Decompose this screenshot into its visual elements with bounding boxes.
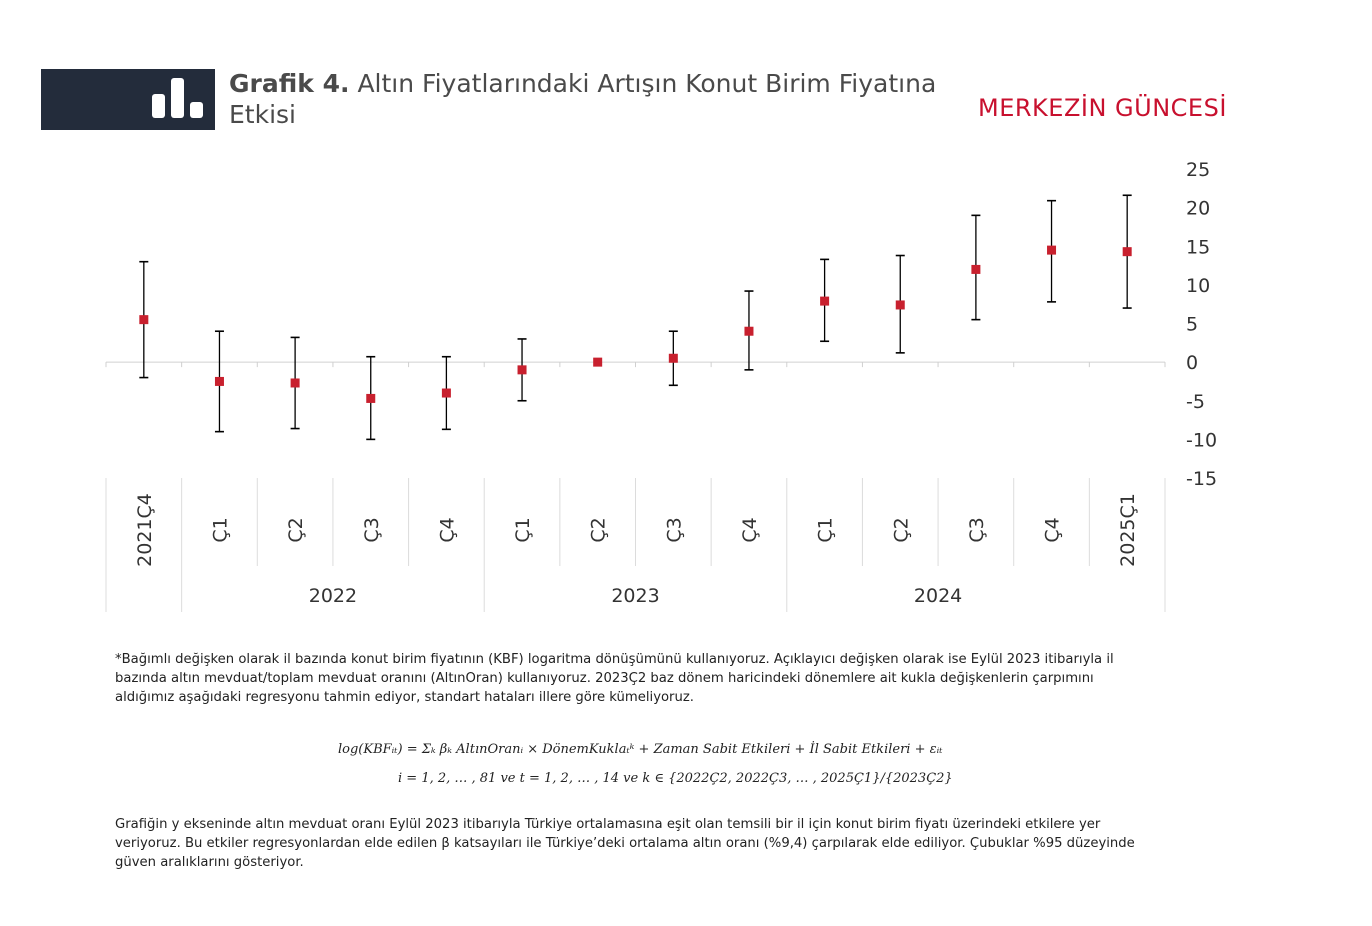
data-point — [820, 296, 830, 306]
x-tick-label: Ç1 — [815, 517, 837, 542]
x-tick-label: 2021Ç4 — [134, 493, 156, 567]
x-tick-label: Ç1 — [512, 517, 534, 542]
header-box — [41, 69, 215, 130]
x-tick-label: Ç2 — [890, 517, 912, 542]
y-tick-label: 20 — [1186, 198, 1210, 220]
data-point — [744, 326, 754, 336]
chart: 25 20 15 10 5 0 -5 -10 -15 2021Ç4 Ç1 Ç2 Ç3 Ç4 Ç1 Ç2 Ç3 Ç4… — [105, 159, 1217, 612]
y-tick-label: 15 — [1186, 236, 1210, 258]
y-tick-label: 0 — [1186, 352, 1198, 374]
title-bold: Grafik 4. — [229, 69, 350, 98]
data-point — [668, 353, 678, 363]
data-point — [517, 365, 527, 375]
y-tick-label: 25 — [1186, 159, 1210, 181]
y-tick-label: -5 — [1186, 391, 1205, 413]
x-tick-label: Ç3 — [663, 517, 685, 542]
chart-title: Grafik 4. Altın Fiyatlarındaki Artışın K… — [229, 68, 949, 130]
title-line2: Etkisi — [229, 100, 296, 129]
y-tick-label: 5 — [1186, 314, 1198, 336]
brand-logo-text: MERKEZİN GÜNCESİ — [978, 94, 1227, 122]
data-point — [971, 264, 981, 274]
data-point — [441, 388, 451, 398]
x-tick-label: Ç4 — [1042, 517, 1064, 542]
note-line: güven aralıklarını gösteriyor. — [115, 855, 304, 870]
data-point — [139, 315, 149, 325]
title-line1: Altın Fiyatlarındaki Artışın Konut Birim… — [357, 69, 937, 98]
y-tick-label: -15 — [1186, 468, 1217, 490]
data-point — [895, 300, 905, 310]
x-tick-label: Ç4 — [739, 517, 761, 542]
x-tick-label: Ç1 — [209, 517, 231, 542]
notes-paragraph-2: Grafiğin y ekseninde altın mevduat oranı… — [115, 815, 1215, 872]
data-point — [366, 393, 376, 403]
data-point — [1122, 247, 1132, 257]
note-line: aldığımız aşağıdaki regresyonu tahmin ed… — [115, 690, 694, 705]
x-tick-label: Ç3 — [966, 517, 988, 542]
x-tick-label: Ç2 — [588, 517, 610, 542]
year-group-label: 2022 — [309, 585, 357, 607]
data-point — [290, 378, 300, 388]
x-tick-label: Ç4 — [436, 517, 458, 542]
year-group-label: 2023 — [611, 585, 659, 607]
formula-line-1: log(KBFᵢₜ) = Σₖ βₖ AltınOranᵢ × DönemKuk… — [338, 742, 943, 757]
y-tick-label: -10 — [1186, 429, 1217, 451]
data-point — [214, 376, 224, 386]
regression-formula: log(KBFᵢₜ) = Σₖ βₖ AltınOranᵢ × DönemKuk… — [338, 742, 1038, 786]
bar-chart-icon — [152, 78, 203, 118]
x-tick-label: Ç3 — [361, 517, 383, 542]
data-point — [1047, 245, 1057, 255]
formula-line-2: i = 1, 2, … , 81 ve t = 1, 2, … , 14 ve … — [398, 771, 953, 786]
x-tick-label: 2025Ç1 — [1117, 493, 1139, 567]
note-line: *Bağımlı değişken olarak il bazında konu… — [115, 652, 1114, 667]
note-line: veriyoruz. Bu etkiler regresyonlardan el… — [115, 836, 1135, 851]
notes-paragraph-1: *Bağımlı değişken olarak il bazında konu… — [115, 650, 1215, 707]
x-tick-label: Ç2 — [285, 517, 307, 542]
data-point — [593, 357, 603, 367]
y-tick-label: 10 — [1186, 275, 1210, 297]
year-group-label: 2024 — [914, 585, 962, 607]
note-line: Grafiğin y ekseninde altın mevduat oranı… — [115, 817, 1101, 832]
note-line: bazında altın mevduat/toplam mevduat ora… — [115, 671, 1094, 686]
